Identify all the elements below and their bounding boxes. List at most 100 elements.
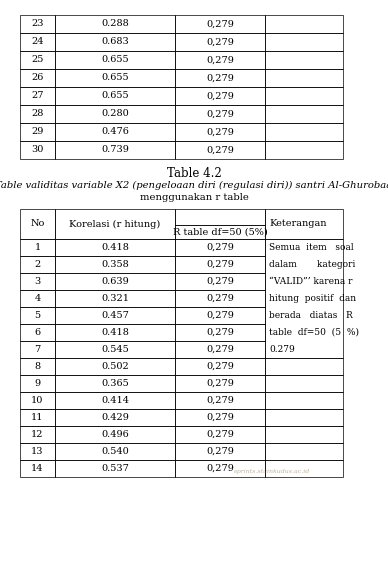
Text: dalam       kategori: dalam kategori xyxy=(269,260,355,269)
Bar xyxy=(175,290,265,307)
Text: 0.279: 0.279 xyxy=(269,345,295,354)
Text: hitung  positif  dan: hitung positif dan xyxy=(269,294,356,303)
Bar xyxy=(175,358,265,375)
Bar xyxy=(20,105,55,123)
Bar xyxy=(55,426,175,443)
Text: 0.476: 0.476 xyxy=(101,127,129,137)
Text: 0.365: 0.365 xyxy=(101,379,129,388)
Bar xyxy=(265,51,343,69)
Bar xyxy=(175,15,265,33)
Bar xyxy=(20,358,55,375)
Text: 0,279: 0,279 xyxy=(206,19,234,29)
Bar xyxy=(55,443,175,460)
Bar xyxy=(175,307,265,324)
Bar xyxy=(175,209,265,225)
Text: 12: 12 xyxy=(31,430,44,439)
Text: 0,279: 0,279 xyxy=(206,243,234,252)
Text: 0.537: 0.537 xyxy=(101,464,129,473)
Text: 0,279: 0,279 xyxy=(206,56,234,65)
Bar xyxy=(55,209,175,239)
Text: 0,279: 0,279 xyxy=(206,73,234,83)
Text: 3: 3 xyxy=(35,277,41,286)
Text: 0,279: 0,279 xyxy=(206,311,234,320)
Bar xyxy=(55,324,175,341)
Bar xyxy=(265,123,343,141)
Text: berada   diatas   R: berada diatas R xyxy=(269,311,353,320)
Bar xyxy=(175,375,265,392)
Bar xyxy=(55,375,175,392)
Text: 6: 6 xyxy=(35,328,41,337)
Bar xyxy=(55,105,175,123)
Text: 0,279: 0,279 xyxy=(206,464,234,473)
Text: 25: 25 xyxy=(31,56,44,65)
Bar xyxy=(20,392,55,409)
Text: “VALID”’ karena r: “VALID”’ karena r xyxy=(269,277,353,286)
Text: 0,279: 0,279 xyxy=(206,260,234,269)
Text: 0.655: 0.655 xyxy=(101,73,129,83)
Bar xyxy=(175,87,265,105)
Bar xyxy=(175,460,265,477)
Bar xyxy=(265,358,343,375)
Text: 0.321: 0.321 xyxy=(101,294,129,303)
Text: 0.457: 0.457 xyxy=(101,311,129,320)
Text: 0,279: 0,279 xyxy=(206,38,234,46)
Text: 7: 7 xyxy=(35,345,41,354)
Bar xyxy=(265,392,343,409)
Bar xyxy=(175,409,265,426)
Bar xyxy=(20,307,55,324)
Bar xyxy=(55,141,175,159)
Text: 0,279: 0,279 xyxy=(206,294,234,303)
Bar xyxy=(265,209,343,239)
Bar xyxy=(20,141,55,159)
Text: 28: 28 xyxy=(31,110,44,119)
Bar xyxy=(20,273,55,290)
Text: 0,279: 0,279 xyxy=(206,413,234,422)
Bar xyxy=(20,123,55,141)
Text: Korelasi (r hitung): Korelasi (r hitung) xyxy=(69,220,161,228)
Text: 0,279: 0,279 xyxy=(206,396,234,405)
Text: 0.540: 0.540 xyxy=(101,447,129,456)
Bar xyxy=(175,341,265,358)
Text: 13: 13 xyxy=(31,447,44,456)
Bar xyxy=(55,409,175,426)
Text: 26: 26 xyxy=(31,73,44,83)
Text: 0,279: 0,279 xyxy=(206,345,234,354)
Bar xyxy=(175,51,265,69)
Bar xyxy=(55,69,175,87)
Bar xyxy=(175,123,265,141)
Bar xyxy=(265,105,343,123)
Bar xyxy=(20,69,55,87)
Bar xyxy=(175,141,265,159)
Text: 10: 10 xyxy=(31,396,44,405)
Bar xyxy=(265,33,343,51)
Bar xyxy=(55,256,175,273)
Text: 30: 30 xyxy=(31,146,44,154)
Text: table  df=50  (5  %): table df=50 (5 %) xyxy=(269,328,359,337)
Bar xyxy=(20,341,55,358)
Bar xyxy=(55,15,175,33)
Text: 0.502: 0.502 xyxy=(101,362,129,371)
Bar xyxy=(55,392,175,409)
Text: 0.739: 0.739 xyxy=(101,146,129,154)
Text: 2: 2 xyxy=(35,260,41,269)
Bar xyxy=(55,33,175,51)
Text: 9: 9 xyxy=(35,379,41,388)
Bar xyxy=(55,307,175,324)
Bar xyxy=(265,15,343,33)
Text: 0.429: 0.429 xyxy=(101,413,129,422)
Text: 0,279: 0,279 xyxy=(206,92,234,100)
Bar xyxy=(175,239,265,256)
Text: 11: 11 xyxy=(31,413,44,422)
Text: 0.418: 0.418 xyxy=(101,243,129,252)
Text: 0.496: 0.496 xyxy=(101,430,129,439)
Bar xyxy=(55,358,175,375)
Bar xyxy=(20,15,55,33)
Text: 0,279: 0,279 xyxy=(206,328,234,337)
Text: 0,279: 0,279 xyxy=(206,362,234,371)
Text: 0,279: 0,279 xyxy=(206,379,234,388)
Bar xyxy=(175,324,265,341)
Text: 0,279: 0,279 xyxy=(206,110,234,119)
Bar xyxy=(20,33,55,51)
Bar xyxy=(20,375,55,392)
Bar xyxy=(175,33,265,51)
